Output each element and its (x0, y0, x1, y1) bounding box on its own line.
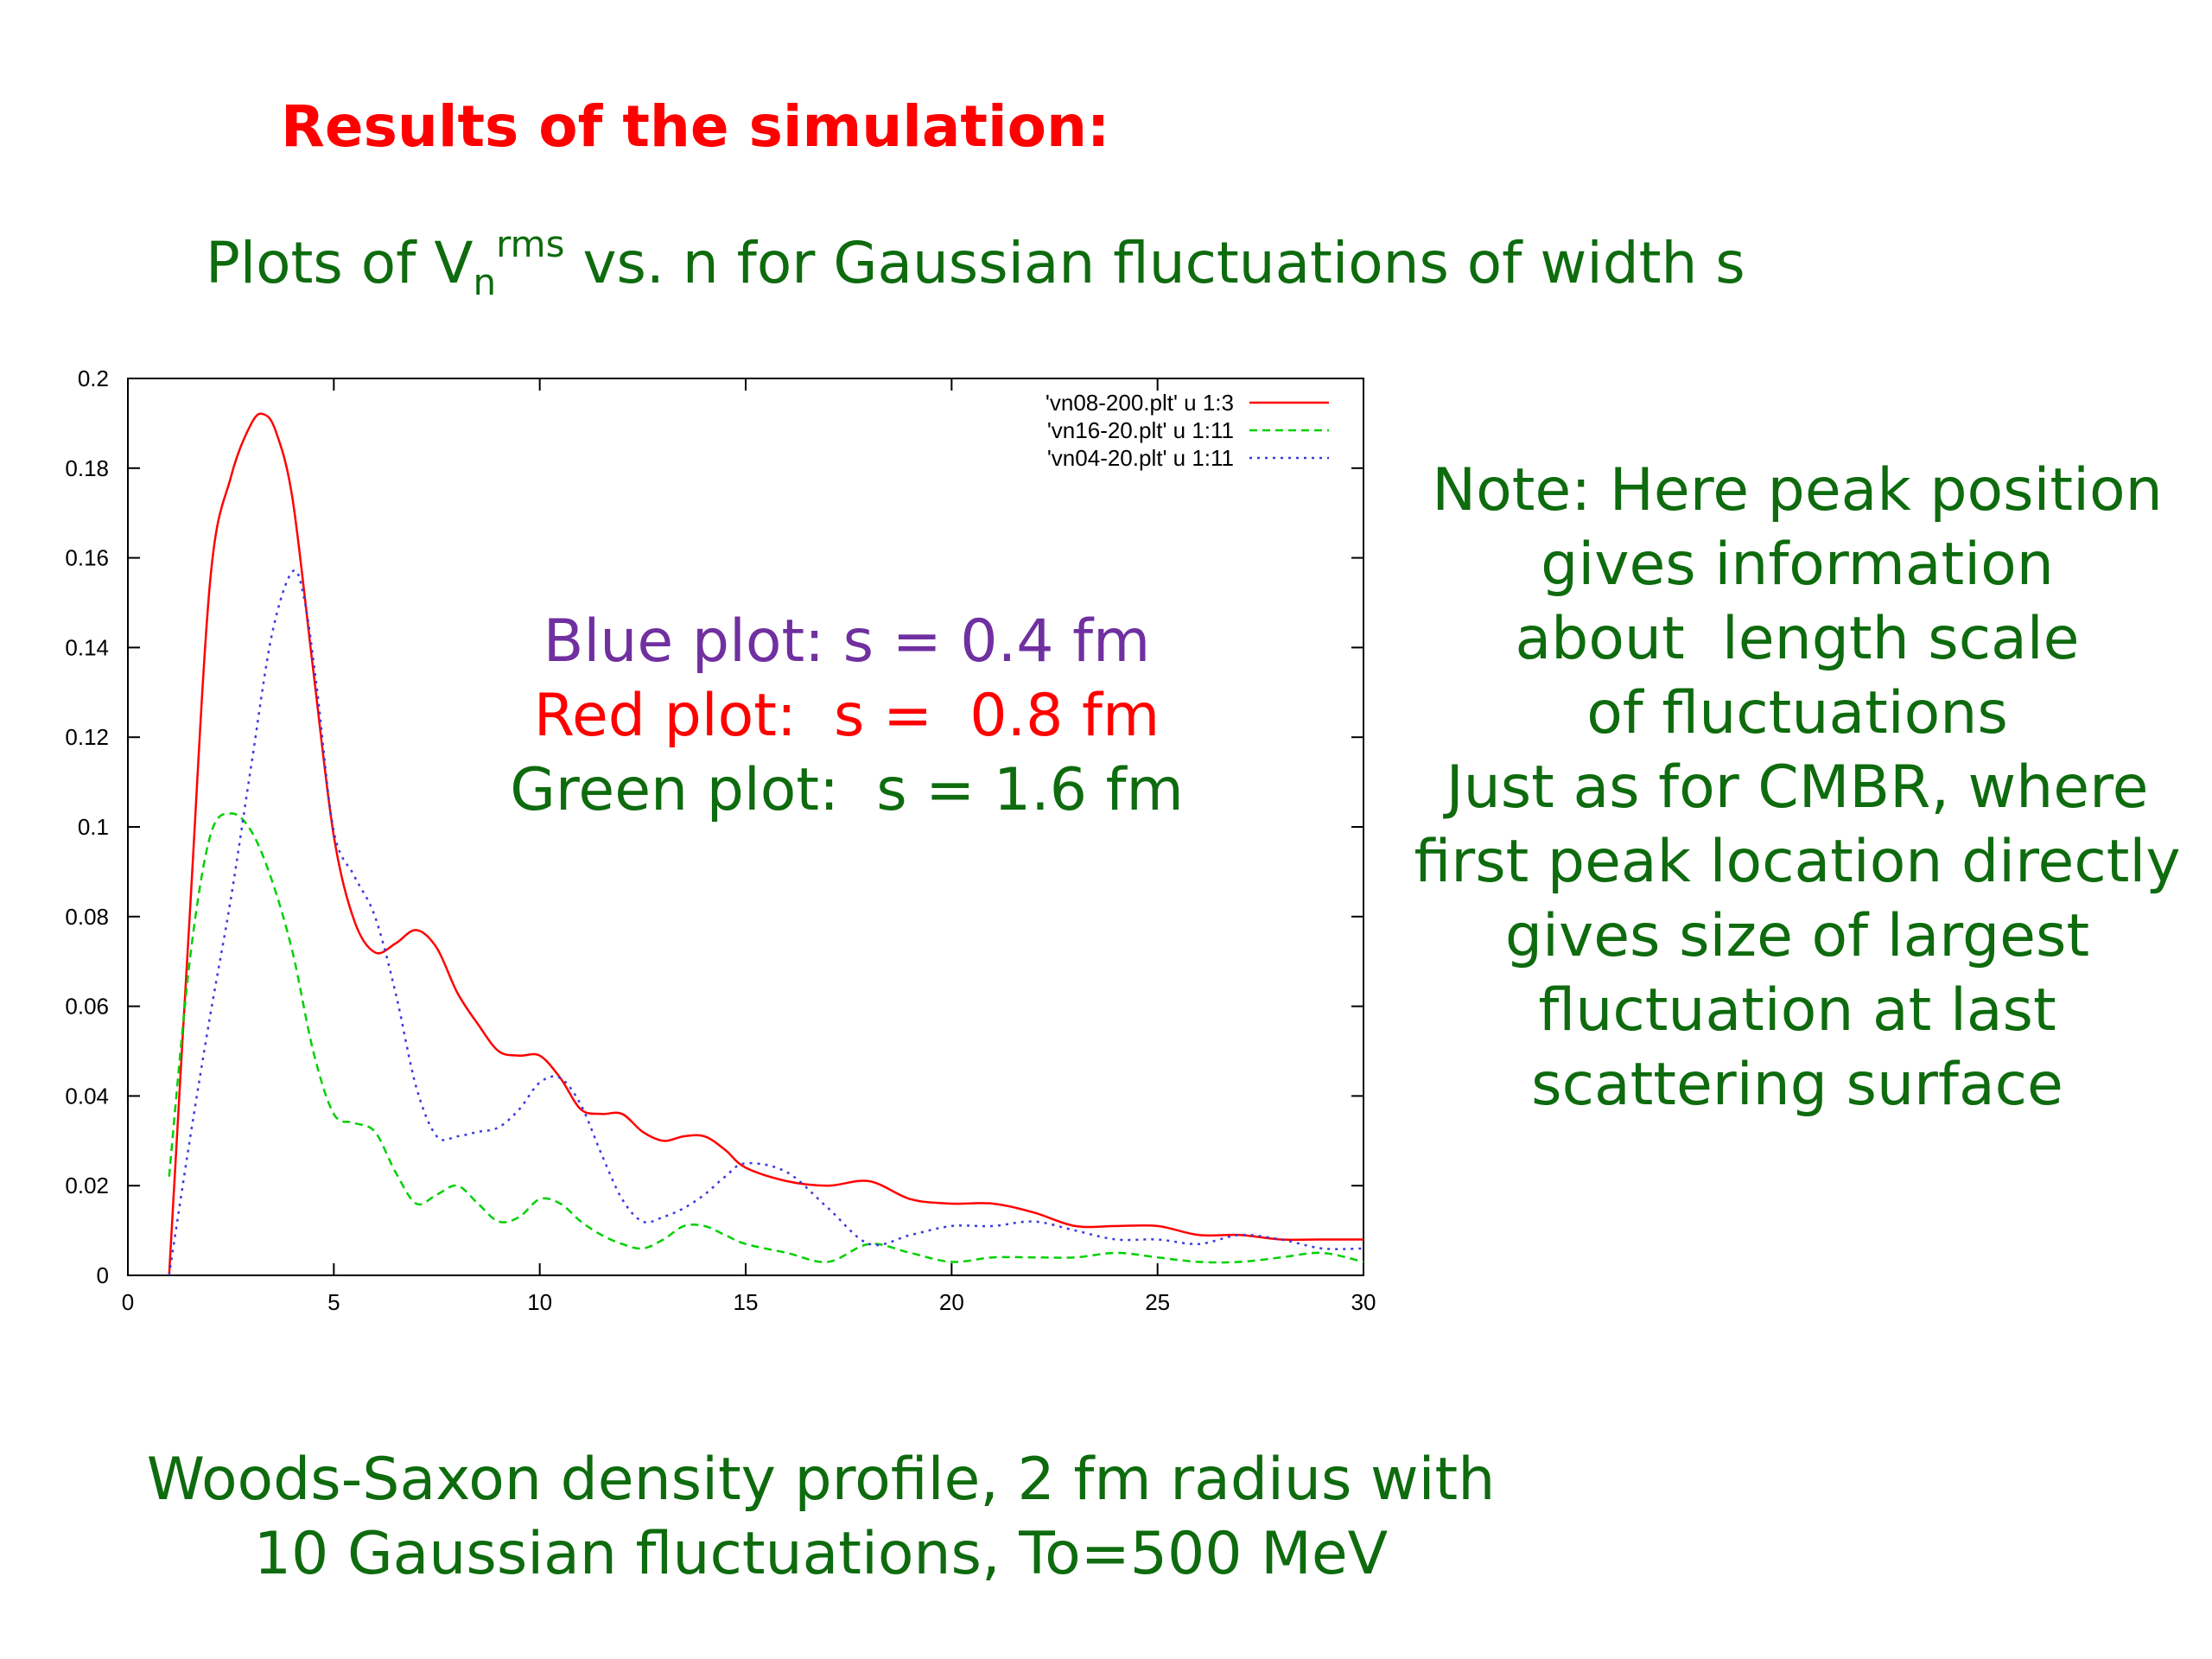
y-tick-label: 0.02 (65, 1173, 109, 1198)
x-tick-label: 20 (939, 1289, 964, 1315)
annotation-blue: Blue plot: s = 0.4 fm (543, 607, 1151, 676)
subtitle-subscript: n (473, 261, 497, 303)
x-tick-label: 15 (734, 1289, 759, 1315)
subtitle-suffix: vs. n for Gaussian fluctuations of width… (564, 230, 1745, 296)
x-tick-label: 5 (327, 1289, 340, 1315)
footer-line-2: 10 Gaussian fluctuations, To=500 MeV (253, 1520, 1389, 1588)
y-tick-label: 0 (97, 1262, 109, 1288)
y-tick-label: 0.2 (78, 365, 109, 391)
legend-label-1: 'vn16-20.plt' u 1:11 (1047, 417, 1234, 443)
x-tick-label: 0 (122, 1289, 134, 1315)
y-tick-label: 0.14 (65, 634, 109, 660)
series-line-0 (168, 412, 1363, 1276)
annotation-red: Red plot: s = 0.8 fm (533, 682, 1160, 750)
plot-annotation: Blue plot: s = 0.4 fm Red plot: s = 0.8 … (484, 605, 1210, 828)
footer-line-1: Woods-Saxon density profile, 2 fm radius… (146, 1446, 1496, 1514)
slide-subtitle: Plots of Vnrms vs. n for Gaussian fluctu… (206, 223, 1745, 303)
y-tick-label: 0.04 (65, 1083, 109, 1109)
y-tick-label: 0.1 (78, 814, 109, 840)
annotation-green: Green plot: s = 1.6 fm (510, 756, 1184, 824)
note-line: gives size of largest (1504, 902, 2090, 970)
legend-label-2: 'vn04-20.plt' u 1:11 (1047, 445, 1234, 471)
y-tick-label: 0.18 (65, 455, 109, 481)
legend-label-0: 'vn08-200.plt' u 1:3 (1046, 390, 1234, 416)
line-chart: 0 5 10 15 20 25 30 0 0.02 0.04 0.06 0.08 0.1 0.12 0.14… (65, 365, 1376, 1315)
x-tick-label: 10 (527, 1289, 552, 1315)
subtitle-prefix: Plots of V (206, 230, 474, 296)
note-line: gives information (1541, 531, 2054, 599)
note-line: scattering surface (1531, 1051, 2063, 1119)
y-tick-label: 0.12 (65, 724, 109, 750)
subtitle-superscript: rms (496, 223, 565, 265)
chart-container: 0 5 10 15 20 25 30 0 0.02 0.04 0.06 0.08 0.1 0.12 0.14… (0, 346, 1417, 1348)
y-tick-label: 0.08 (65, 904, 109, 930)
note-line: fluctuation at last (1538, 976, 2056, 1045)
note-line: Just as for CMBR, where (1446, 753, 2149, 822)
note-line: about length scale (1515, 605, 2080, 673)
note-line: of fluctuations (1586, 679, 2008, 747)
note-line: first peak location directly (1414, 828, 2181, 896)
note-line: Note: Here peak position (1432, 456, 2163, 524)
x-tick-label: 30 (1351, 1289, 1376, 1315)
y-tick-label: 0.06 (65, 994, 109, 1020)
footer-caption: Woods-Saxon density profile, 2 fm radius… (17, 1443, 1624, 1592)
x-tick-label: 25 (1145, 1289, 1170, 1315)
note-text: Note: Here peak position gives informati… (1382, 454, 2212, 1122)
slide-title: Results of the simulation: (281, 93, 1110, 160)
series-line-1 (168, 812, 1364, 1264)
y-tick-label: 0.16 (65, 545, 109, 571)
